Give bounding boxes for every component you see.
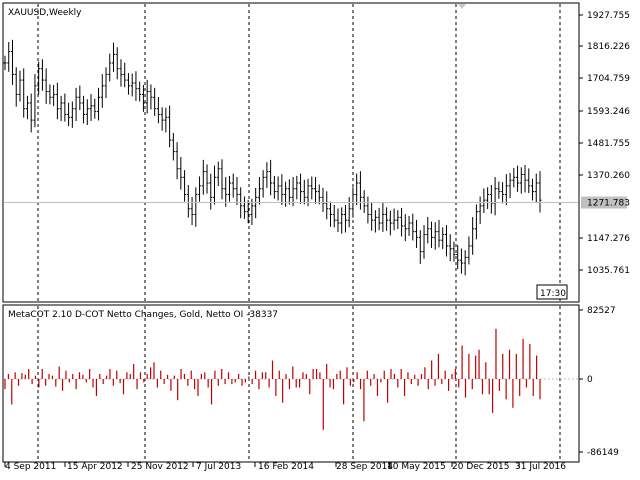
indicator-vertical-grid	[37, 306, 561, 461]
time-box: 17:30	[536, 284, 568, 300]
price-panel-title: XAUUSD,Weekly	[8, 8, 82, 18]
x-tick-label: 4 Sep 2011	[5, 462, 56, 472]
x-tick-label: 7 Jul 2013	[196, 462, 241, 472]
indicator-panel-title: MetaCOT 2.10 D-COT Netto Changes, Gold, …	[8, 310, 278, 320]
current-price-label: 1271.783	[587, 199, 630, 209]
x-tick-label: 16 Feb 2014	[258, 462, 314, 472]
y-tick-label: 1147.276	[587, 234, 630, 244]
scroll-marker-icon[interactable]	[458, 4, 466, 9]
x-tick-label: 10 May 2015	[387, 462, 446, 472]
price-vertical-grid	[37, 4, 561, 301]
y-tick-label: 0	[587, 375, 593, 385]
price-panel-frame	[2, 2, 580, 303]
y-tick-label: 1927.755	[587, 11, 630, 21]
x-tick-label: 20 Dec 2015	[452, 462, 510, 472]
indicator-bars	[4, 328, 541, 430]
y-tick-label: 1370.260	[587, 171, 630, 181]
y-tick-label: 1704.759	[587, 74, 630, 84]
x-axis: 4 Sep 2011 15 Apr 2012 25 Nov 2012 7 Jul 20…	[4, 462, 566, 472]
y-tick-label: 82527	[587, 306, 616, 316]
x-tick-label: 15 Apr 2012	[67, 462, 123, 472]
price-y-axis: 1927.755 1816.226 1704.759 1593.246 1481.755…	[579, 11, 630, 276]
current-price-line: 1271.783	[4, 196, 630, 209]
y-tick-label: 1593.246	[587, 107, 630, 117]
x-tick-label: 28 Sep 2014	[336, 462, 393, 472]
y-tick-label: -86149	[587, 448, 619, 458]
y-tick-label: 1481.755	[587, 139, 630, 149]
y-tick-label: 1035.761	[587, 266, 630, 276]
price-ohlc-bars	[3, 39, 542, 276]
indicator-y-axis: 82527 0 -86149	[579, 306, 619, 458]
x-tick-label: 25 Nov 2012	[131, 462, 189, 472]
svg-text:17:30: 17:30	[540, 289, 566, 299]
current-price-box	[581, 196, 627, 209]
y-tick-label: 1816.226	[587, 42, 630, 52]
x-tick-label: 31 Jul 2016	[515, 462, 566, 472]
